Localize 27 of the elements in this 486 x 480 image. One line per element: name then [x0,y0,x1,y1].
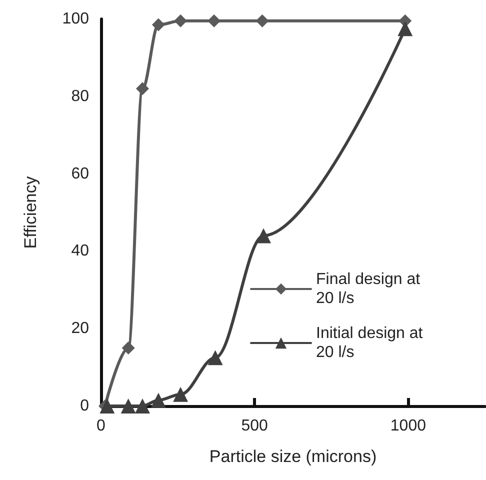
y-tick-label: 40 [71,242,90,260]
point [256,228,272,244]
y-tick-label: 80 [71,88,90,105]
y-tick-label: 20 [71,320,90,338]
legend-label: Final design at 20 l/s [316,271,425,307]
x-tick-label: 500 [241,418,268,434]
legend-label: Initial design at 20 l/s [316,325,428,361]
x-tick-label: 1000 [390,418,426,434]
x-tick-label: 0 [96,418,106,434]
y-axis-title: Efficiency [21,176,40,249]
point [173,386,188,402]
point [174,14,188,28]
point [134,398,150,414]
point [136,82,149,96]
point [208,14,221,28]
point [398,21,413,36]
y-tick-label: 60 [71,165,90,182]
point [120,398,136,414]
point [256,14,269,28]
point [152,18,165,32]
y-tick-label: 100 [62,10,90,28]
point [208,350,223,366]
point [100,398,115,414]
point [150,392,166,408]
x-axis-title: Particle size (microns) [209,447,377,466]
y-tick-label: 0 [80,398,90,414]
point [122,341,135,354]
